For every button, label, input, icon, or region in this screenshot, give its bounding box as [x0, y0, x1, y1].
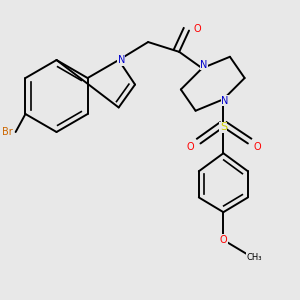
Text: O: O — [187, 142, 194, 152]
Text: O: O — [254, 142, 262, 152]
Text: N: N — [200, 60, 207, 70]
Text: N: N — [221, 96, 229, 106]
Text: S: S — [220, 122, 227, 132]
Text: CH₃: CH₃ — [247, 253, 262, 262]
Text: O: O — [220, 235, 227, 245]
Text: N: N — [118, 55, 125, 65]
Text: Br: Br — [2, 127, 13, 137]
Text: O: O — [194, 24, 201, 34]
